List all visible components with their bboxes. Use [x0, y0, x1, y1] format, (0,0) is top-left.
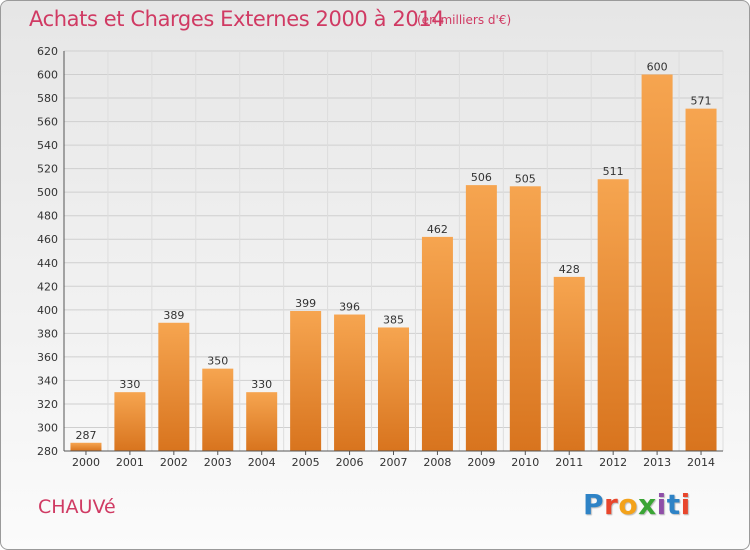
chart-title: Achats et Charges Externes 2000 à 2014 — [29, 7, 445, 31]
x-tick-label: 2003 — [204, 456, 232, 469]
y-tick-label: 540 — [37, 139, 58, 152]
x-tick-label: 2002 — [160, 456, 188, 469]
data-label: 506 — [471, 171, 492, 184]
logo-letter: i — [680, 488, 691, 521]
bar — [421, 236, 453, 451]
y-tick-label: 340 — [37, 374, 58, 387]
data-label: 385 — [383, 313, 404, 326]
logo-letter: P — [583, 488, 605, 521]
y-tick-label: 280 — [37, 445, 58, 458]
y-tick-label: 560 — [37, 116, 58, 129]
bars: 287 330 389 350 330 399 396 385 462 506 505 428 511 6… — [70, 61, 717, 451]
y-tick-label: 300 — [37, 421, 58, 434]
data-label: 600 — [647, 61, 668, 74]
y-tick-label: 620 — [37, 45, 58, 58]
y-tick-label: 520 — [37, 163, 58, 176]
data-label: 505 — [515, 172, 536, 185]
x-tick-label: 2010 — [511, 456, 539, 469]
data-label: 399 — [295, 297, 316, 310]
x-tick-label: 2008 — [423, 456, 451, 469]
x-tick-label: 2013 — [643, 456, 671, 469]
data-label: 330 — [251, 378, 272, 391]
chart-subtitle: (en milliers d'€) — [417, 13, 512, 27]
y-tick-label: 360 — [37, 351, 58, 364]
data-label: 428 — [559, 263, 580, 276]
y-tick-label: 500 — [37, 186, 58, 199]
logo-letter: i — [656, 488, 667, 521]
data-label: 396 — [339, 301, 360, 314]
y-tick-label: 420 — [37, 280, 58, 293]
data-label: 287 — [75, 429, 96, 442]
data-label: 571 — [691, 95, 712, 108]
x-tick-label: 2005 — [292, 456, 320, 469]
y-tick-label: 380 — [37, 327, 58, 340]
bar — [378, 327, 409, 451]
bar — [509, 186, 541, 451]
bar — [641, 74, 673, 451]
x-tick-label: 2007 — [380, 456, 408, 469]
bar — [70, 442, 102, 451]
logo-letter: x — [638, 488, 657, 521]
bar — [553, 276, 585, 451]
x-tick-label: 2004 — [248, 456, 276, 469]
x-tick-label: 2012 — [599, 456, 627, 469]
y-tick-label: 320 — [37, 398, 58, 411]
x-tick-label: 2000 — [72, 456, 100, 469]
bar — [158, 322, 190, 451]
data-label: 462 — [427, 223, 448, 236]
y-tick-label: 580 — [37, 92, 58, 105]
data-label: 350 — [207, 355, 228, 368]
axes: 280 300 320 340 360 380 400 420 440 460 480 500 520 5… — [37, 45, 723, 469]
bar — [334, 314, 366, 451]
bar — [246, 392, 278, 451]
bar — [202, 368, 234, 451]
logo-letter: r — [604, 488, 619, 521]
bar — [685, 108, 717, 451]
y-tick-label: 440 — [37, 257, 58, 270]
y-tick-label: 400 — [37, 304, 58, 317]
x-tick-label: 2009 — [467, 456, 495, 469]
logo-letter: o — [618, 488, 639, 521]
proxiti-logo: Proxiti — [583, 488, 691, 521]
data-label: 330 — [119, 378, 140, 391]
x-tick-label: 2011 — [555, 456, 583, 469]
place-name: CHAUVé — [38, 496, 116, 518]
x-tick-label: 2014 — [687, 456, 715, 469]
bar — [290, 311, 322, 451]
data-label: 389 — [163, 309, 184, 322]
logo-letter: t — [666, 488, 681, 521]
bar — [114, 392, 146, 451]
y-tick-label: 480 — [37, 210, 58, 223]
bar — [597, 179, 629, 451]
y-tick-label: 460 — [37, 233, 58, 246]
bar — [465, 185, 497, 451]
x-tick-label: 2006 — [336, 456, 364, 469]
x-tick-label: 2001 — [116, 456, 144, 469]
data-label: 511 — [603, 165, 624, 178]
y-tick-label: 600 — [37, 69, 58, 82]
